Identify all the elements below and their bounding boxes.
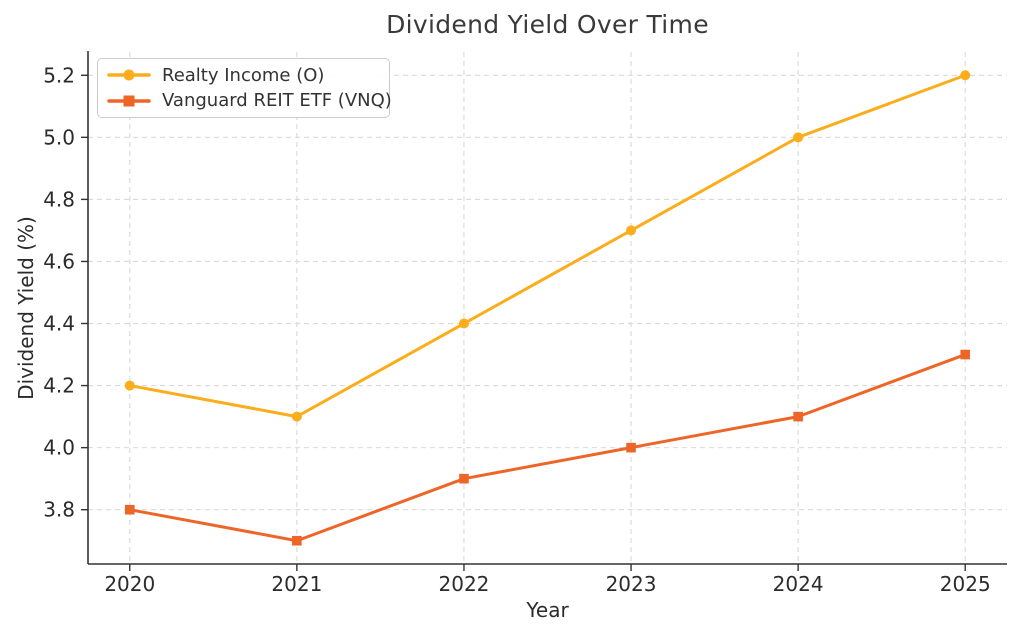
y-tick-label: 3.8 <box>43 498 75 522</box>
data-point-marker <box>292 535 302 546</box>
x-tick-label: 2025 <box>940 572 991 596</box>
legend-line-marker-icon <box>107 95 151 107</box>
chart-title: Dividend Yield Over Time <box>386 10 709 39</box>
y-tick-label: 4.8 <box>43 187 75 211</box>
data-point-marker <box>124 504 135 515</box>
x-tick-label: 2022 <box>439 572 490 596</box>
legend-label: Realty Income (O) <box>162 64 325 86</box>
data-point-marker <box>960 349 971 360</box>
x-axis-label: Year <box>526 598 569 622</box>
y-tick-label: 4.0 <box>43 436 75 460</box>
data-point-marker <box>793 411 803 422</box>
series-line <box>128 73 967 419</box>
y-axis-label: Dividend Yield (%) <box>14 216 38 400</box>
data-point-marker <box>124 380 135 391</box>
data-point-marker <box>793 132 804 143</box>
data-point-marker <box>458 318 469 329</box>
y-tick-label: 4.2 <box>43 374 75 398</box>
data-point-marker <box>626 225 637 236</box>
x-tick-label: 2020 <box>104 572 155 596</box>
legend-label: Vanguard REIT ETF (VNQ) <box>162 90 392 112</box>
y-tick-label: 5.0 <box>43 125 75 149</box>
data-point-marker <box>626 442 636 453</box>
legend-item-vanguard-reit: Vanguard REIT ETF (VNQ) <box>107 89 392 113</box>
x-tick-label: 2021 <box>271 572 322 596</box>
x-tick-label: 2024 <box>773 572 824 596</box>
data-point-marker <box>459 473 469 484</box>
y-tick-label: 4.6 <box>43 249 75 273</box>
y-tick-label: 4.4 <box>43 312 75 336</box>
x-tick-label: 2023 <box>606 572 657 596</box>
data-point-marker <box>960 70 971 81</box>
legend-line-marker-icon <box>107 69 151 81</box>
y-tick-label: 5.2 <box>43 63 75 87</box>
legend: Realty Income (O) Vanguard REIT ETF (VNQ… <box>97 58 392 118</box>
data-point-marker <box>291 411 302 422</box>
series-line <box>128 353 967 543</box>
legend-item-realty-income: Realty Income (O) <box>107 63 383 87</box>
